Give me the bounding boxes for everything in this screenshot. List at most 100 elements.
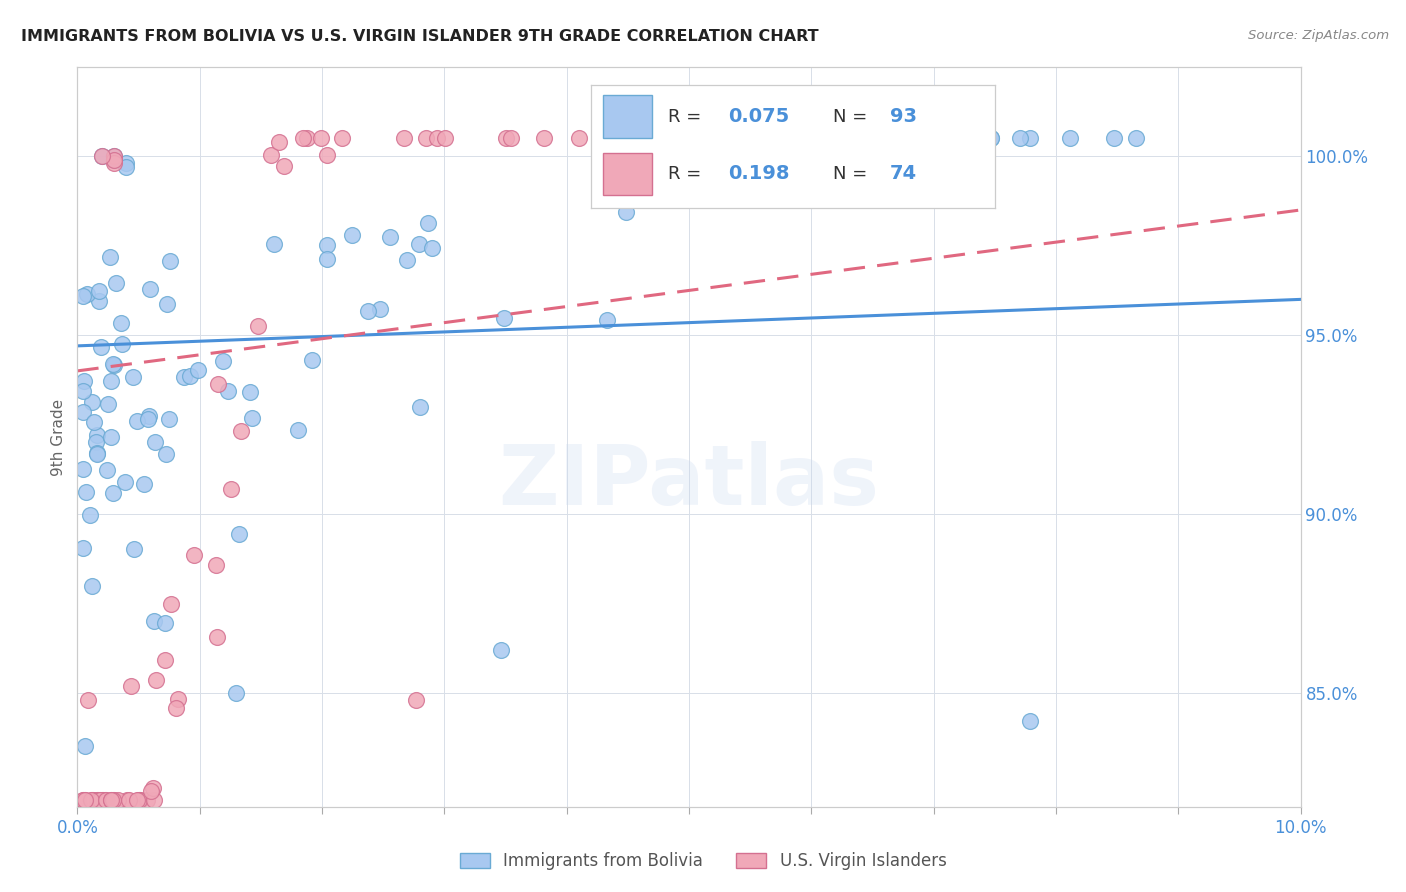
Point	[225, 686, 247, 700]
Point	[217, 384, 239, 398]
Point	[696, 131, 718, 145]
Point	[394, 131, 416, 145]
Point	[980, 131, 1002, 145]
Point	[72, 793, 94, 807]
Point	[87, 793, 110, 807]
Point	[110, 316, 132, 330]
Point	[103, 156, 125, 170]
Point	[122, 541, 145, 556]
Point	[72, 405, 94, 419]
Point	[357, 304, 380, 318]
Point	[143, 793, 166, 807]
Point	[80, 793, 103, 807]
Point	[103, 153, 125, 167]
Point	[73, 793, 96, 807]
Point	[368, 302, 391, 317]
Point	[228, 527, 250, 541]
Point	[91, 793, 114, 807]
Point	[128, 793, 150, 807]
Point	[205, 558, 228, 573]
Point	[142, 614, 165, 628]
Point	[959, 131, 981, 145]
Point	[1018, 131, 1040, 145]
Point	[396, 252, 419, 267]
Point	[316, 148, 339, 162]
Point	[340, 227, 363, 242]
Point	[159, 253, 181, 268]
Point	[645, 131, 668, 145]
Point	[160, 597, 183, 611]
Point	[247, 318, 270, 333]
Point	[121, 370, 143, 384]
Point	[90, 149, 112, 163]
Point	[86, 427, 108, 442]
Point	[1102, 131, 1125, 145]
Point	[229, 424, 252, 438]
Point	[316, 252, 339, 266]
Point	[433, 131, 456, 145]
Point	[614, 205, 637, 219]
Point	[239, 385, 262, 400]
Point	[100, 793, 122, 807]
Point	[240, 411, 263, 425]
Point	[139, 282, 162, 296]
Point	[744, 131, 766, 145]
Point	[87, 284, 110, 298]
Point	[260, 148, 283, 162]
Point	[533, 131, 555, 145]
Point	[128, 793, 150, 807]
Point	[673, 131, 696, 145]
Point	[292, 131, 315, 145]
Point	[405, 693, 427, 707]
Point	[73, 739, 96, 754]
Point	[100, 430, 122, 444]
Point	[593, 131, 616, 145]
Point	[115, 793, 138, 807]
Point	[82, 793, 104, 807]
Point	[72, 289, 94, 303]
Point	[409, 400, 432, 414]
Point	[114, 475, 136, 489]
Point	[73, 793, 96, 807]
Point	[77, 693, 100, 707]
Point	[315, 238, 337, 252]
Point	[1019, 714, 1042, 729]
Point	[125, 793, 148, 807]
Point	[645, 131, 668, 145]
Point	[86, 793, 108, 807]
Point	[86, 446, 108, 460]
Point	[187, 362, 209, 376]
Point	[1008, 131, 1031, 145]
Point	[136, 412, 159, 426]
Point	[79, 508, 101, 522]
Point	[273, 159, 295, 173]
Point	[84, 435, 107, 450]
Point	[212, 353, 235, 368]
Point	[120, 679, 142, 693]
Point	[155, 447, 177, 461]
Point	[145, 673, 167, 687]
Point	[685, 131, 707, 145]
Point	[495, 131, 517, 145]
Point	[494, 311, 516, 326]
Point	[591, 131, 613, 145]
Text: IMMIGRANTS FROM BOLIVIA VS U.S. VIRGIN ISLANDER 9TH GRADE CORRELATION CHART: IMMIGRANTS FROM BOLIVIA VS U.S. VIRGIN I…	[21, 29, 818, 44]
Point	[90, 341, 112, 355]
Point	[896, 131, 918, 145]
Point	[75, 484, 97, 499]
Y-axis label: 9th Grade: 9th Grade	[51, 399, 66, 475]
Point	[165, 701, 187, 715]
Point	[101, 793, 124, 807]
Point	[167, 692, 190, 706]
Point	[1059, 131, 1081, 145]
Point	[80, 395, 103, 409]
Point	[72, 462, 94, 476]
Point	[139, 784, 162, 798]
Point	[104, 276, 127, 290]
Legend: Immigrants from Bolivia, U.S. Virgin Islanders: Immigrants from Bolivia, U.S. Virgin Isl…	[453, 846, 953, 877]
Point	[183, 549, 205, 563]
Point	[153, 653, 176, 667]
Point	[173, 370, 195, 384]
Point	[221, 482, 243, 496]
Point	[89, 293, 111, 308]
